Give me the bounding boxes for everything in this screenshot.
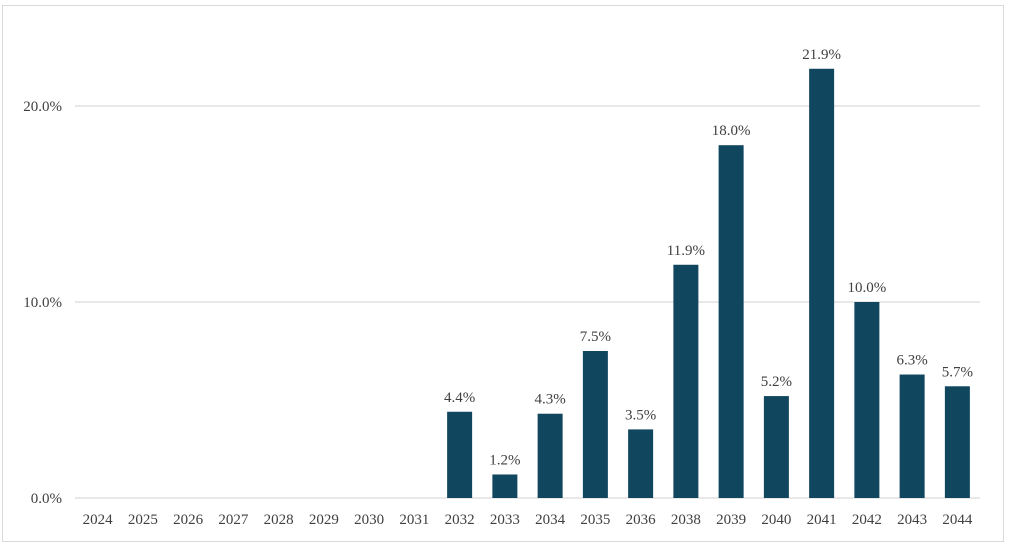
- data-label-2032: 4.4%: [444, 390, 475, 406]
- x-tick-label: 2027: [218, 512, 249, 528]
- x-tick-label: 2032: [445, 512, 475, 528]
- data-label-2033: 1.2%: [489, 452, 520, 468]
- bar-2035: [582, 351, 608, 498]
- data-label-2034: 4.3%: [535, 392, 566, 408]
- y-tick-label: 10.0%: [23, 295, 62, 311]
- x-tick-label: 2038: [671, 512, 701, 528]
- bar-2042: [854, 302, 880, 498]
- y-tick-label: 20.0%: [23, 99, 62, 115]
- x-tick-label: 2029: [309, 512, 339, 528]
- x-tick-label: 2028: [264, 512, 294, 528]
- data-label-2042: 10.0%: [848, 280, 887, 296]
- x-tick-label: 2026: [173, 512, 204, 528]
- data-label-2035: 7.5%: [580, 329, 611, 345]
- chart-frame: [2, 5, 1004, 542]
- data-label-2043: 6.3%: [897, 353, 928, 369]
- x-tick-label: 2035: [580, 512, 610, 528]
- bar-2036: [628, 429, 654, 498]
- bar-2040: [763, 396, 789, 498]
- y-tick-label: 0.0%: [31, 491, 62, 507]
- x-tick-label: 2044: [942, 512, 973, 528]
- x-tick-label: 2025: [128, 512, 158, 528]
- bar-2044: [944, 386, 970, 498]
- bar-2043: [899, 374, 925, 498]
- bar-2041: [809, 68, 835, 498]
- x-tick-label: 2039: [716, 512, 746, 528]
- x-tick-label: 2024: [83, 512, 114, 528]
- x-tick-label: 2043: [897, 512, 927, 528]
- bar-2039: [718, 145, 744, 498]
- x-tick-label: 2034: [535, 512, 566, 528]
- bar-2032: [447, 411, 473, 498]
- data-label-2039: 18.0%: [712, 123, 751, 139]
- x-tick-label: 2036: [626, 512, 657, 528]
- bar-2034: [537, 413, 563, 498]
- x-tick-label: 2041: [807, 512, 837, 528]
- data-label-2040: 5.2%: [761, 374, 792, 390]
- data-label-2038: 11.9%: [667, 243, 705, 259]
- data-label-2041: 21.9%: [802, 47, 841, 63]
- bar-2038: [673, 264, 699, 498]
- x-tick-label: 2040: [761, 512, 791, 528]
- data-label-2036: 3.5%: [625, 407, 656, 423]
- bar-2033: [492, 474, 518, 498]
- x-tick-label: 2042: [852, 512, 882, 528]
- data-label-2044: 5.7%: [942, 364, 973, 380]
- x-tick-label: 2031: [399, 512, 429, 528]
- x-tick-label: 2033: [490, 512, 520, 528]
- x-tick-label: 2030: [354, 512, 384, 528]
